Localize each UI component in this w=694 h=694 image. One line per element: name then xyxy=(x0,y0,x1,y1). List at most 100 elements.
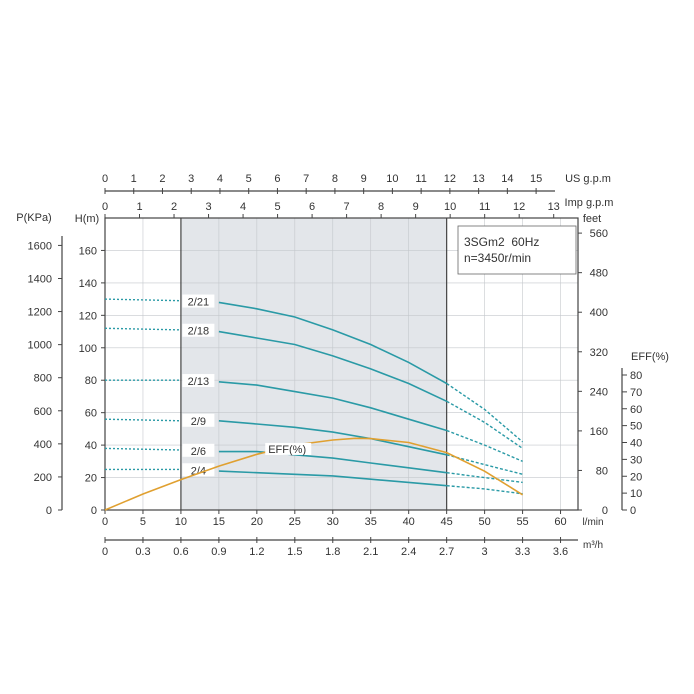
head-tick-label: 80 xyxy=(85,375,97,387)
curve-label-bg xyxy=(182,294,215,308)
imp-gpm-tick-label: 3 xyxy=(205,201,211,213)
efficiency-tick-label: 60 xyxy=(630,404,642,416)
us-gpm-tick-label: 0 xyxy=(102,173,108,185)
imp-gpm-tick-label: 6 xyxy=(309,201,315,213)
curve-segment-low xyxy=(104,447,181,451)
curve-segment-high xyxy=(446,382,524,443)
m3h-tick-label: 3.3 xyxy=(515,546,530,558)
head-tick-label: 20 xyxy=(85,473,97,485)
curve-segment-low xyxy=(104,418,181,422)
feet-tick-label: 480 xyxy=(590,268,608,280)
head-tick-label: 160 xyxy=(79,245,97,257)
curve-label-bg xyxy=(182,463,215,477)
feet-axis-label: feet xyxy=(583,213,601,225)
efficiency-axis-label: EFF(%) xyxy=(631,351,669,363)
head-tick-label: 100 xyxy=(79,343,97,355)
curve-segment-main xyxy=(218,450,447,474)
lpm-tick-label: 60 xyxy=(554,516,566,528)
m3h-tick-label: 0.6 xyxy=(173,546,188,558)
m3h-tick-label: 0.3 xyxy=(135,546,150,558)
m3h-tick-label: 2.1 xyxy=(363,546,378,558)
us-gpm-tick-label: 1 xyxy=(131,173,137,185)
model-label: 3SGm2 60Hz xyxy=(464,235,539,249)
lpm-tick-label: 10 xyxy=(175,516,187,528)
curve-segment-high xyxy=(446,454,523,475)
imp-gpm-tick-label: 10 xyxy=(444,201,456,213)
us-gpm-axis-label: US g.p.m xyxy=(565,173,611,185)
imp-gpm-tick-label: 8 xyxy=(378,201,384,213)
curve-label-bg xyxy=(182,374,215,388)
imp-gpm-tick-label: 9 xyxy=(413,201,419,213)
plot-frame xyxy=(104,217,579,511)
pump-curve-2-6: 2/6 xyxy=(104,443,523,484)
lpm-tick-label: 30 xyxy=(327,516,339,528)
efficiency-tick-label: 40 xyxy=(630,438,642,450)
curve-label-bg xyxy=(182,323,215,337)
imp-gpm-tick-label: 0 xyxy=(102,201,108,213)
us-gpm-tick-label: 5 xyxy=(246,173,252,185)
efficiency-tick-label: 30 xyxy=(630,454,642,466)
feet-tick-label: 0 xyxy=(602,505,608,517)
lpm-tick-label: 50 xyxy=(478,516,490,528)
pump-curve-2-18: 2/18 xyxy=(104,323,523,449)
head-tick-label: 0 xyxy=(91,505,97,517)
head-tick-label: 120 xyxy=(79,310,97,322)
feet-tick-label: 320 xyxy=(590,347,608,359)
pressure-tick-label: 1200 xyxy=(28,307,52,319)
m3h-tick-label: 1.2 xyxy=(249,546,264,558)
us-gpm-tick-label: 8 xyxy=(332,173,338,185)
us-gpm-tick-label: 13 xyxy=(472,173,484,185)
m3h-tick-label: 0 xyxy=(102,546,108,558)
efficiency-curve-label: EFF(%) xyxy=(268,444,306,456)
plot-border xyxy=(104,217,579,511)
pressure-axis-label: P(KPa) xyxy=(16,212,51,224)
imp-gpm-tick-label: 12 xyxy=(513,201,525,213)
curve-label: 2/13 xyxy=(188,376,209,388)
efficiency-tick-label: 70 xyxy=(630,387,642,399)
curve-segment-high xyxy=(446,485,523,495)
lpm-axis-label: l/min xyxy=(582,517,603,528)
lpm-tick-label: 45 xyxy=(441,516,453,528)
efficiency-line xyxy=(104,437,524,511)
curve-segment-high xyxy=(446,472,523,484)
imp-gpm-tick-label: 1 xyxy=(136,201,142,213)
us-gpm-tick-label: 11 xyxy=(415,173,426,185)
pump-curve-2-21: 2/21 xyxy=(104,294,524,443)
us-gpm-tick-label: 2 xyxy=(159,173,165,185)
pressure-tick-label: 200 xyxy=(34,472,52,484)
efficiency-curve: EFF(%) xyxy=(104,437,524,511)
efficiency-tick-label: 20 xyxy=(630,471,642,483)
pressure-tick-label: 400 xyxy=(34,439,52,451)
us-gpm-tick-label: 6 xyxy=(274,173,280,185)
lpm-tick-label: 55 xyxy=(516,516,528,528)
lpm-tick-label: 0 xyxy=(102,516,108,528)
us-gpm-tick-label: 9 xyxy=(361,173,367,185)
curve-segment-main xyxy=(218,420,447,456)
efficiency-tick-label: 80 xyxy=(630,370,642,382)
curve-segment-main xyxy=(218,330,448,403)
curve-segment-low xyxy=(104,327,181,331)
imp-gpm-tick-label: 5 xyxy=(275,201,281,213)
pressure-tick-label: 800 xyxy=(34,373,52,385)
efficiency-label-bg xyxy=(265,442,312,455)
m3h-tick-label: 0.9 xyxy=(211,546,226,558)
model-info-box xyxy=(457,225,577,275)
feet-tick-label: 240 xyxy=(590,386,608,398)
m3h-tick-label: 2.7 xyxy=(439,546,454,558)
m3h-tick-label: 1.5 xyxy=(287,546,302,558)
feet-tick-label: 160 xyxy=(590,426,608,438)
efficiency-tick-label: 10 xyxy=(630,488,642,500)
curve-label: 2/6 xyxy=(191,446,206,458)
feet-tick-label: 400 xyxy=(590,307,608,319)
curves: 2/21 2/18 2/13 2/9 2/6 2/4 EFF(%) xyxy=(104,294,524,511)
curve-label: 2/9 xyxy=(191,416,206,428)
curve-label: 2/21 xyxy=(188,297,209,309)
m3h-tick-label: 1.8 xyxy=(325,546,340,558)
feet-tick-label: 80 xyxy=(596,465,608,477)
imp-gpm-tick-label: 2 xyxy=(171,201,177,213)
m3h-tick-label: 3.6 xyxy=(553,546,568,558)
us-gpm-tick-label: 10 xyxy=(386,173,398,185)
lpm-tick-label: 25 xyxy=(289,516,301,528)
